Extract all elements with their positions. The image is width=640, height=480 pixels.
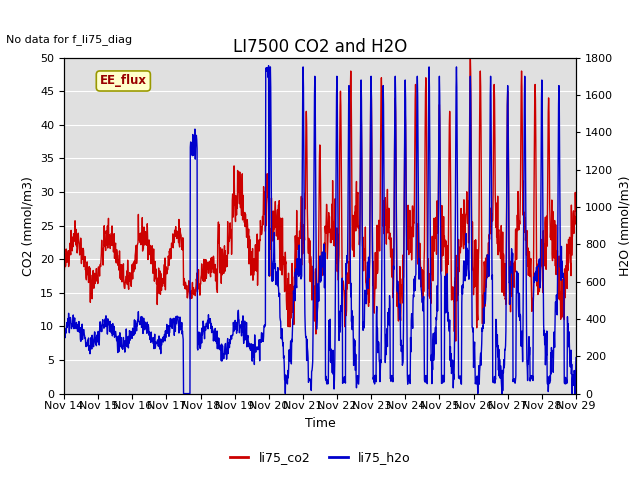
Text: EE_flux: EE_flux <box>100 74 147 87</box>
Legend: li75_co2, li75_h2o: li75_co2, li75_h2o <box>225 446 415 469</box>
X-axis label: Time: Time <box>305 417 335 430</box>
Y-axis label: CO2 (mmol/m3): CO2 (mmol/m3) <box>22 176 35 276</box>
Y-axis label: H2O (mmol/m3): H2O (mmol/m3) <box>619 175 632 276</box>
Title: LI7500 CO2 and H2O: LI7500 CO2 and H2O <box>233 38 407 56</box>
Text: No data for f_li75_diag: No data for f_li75_diag <box>6 34 132 45</box>
